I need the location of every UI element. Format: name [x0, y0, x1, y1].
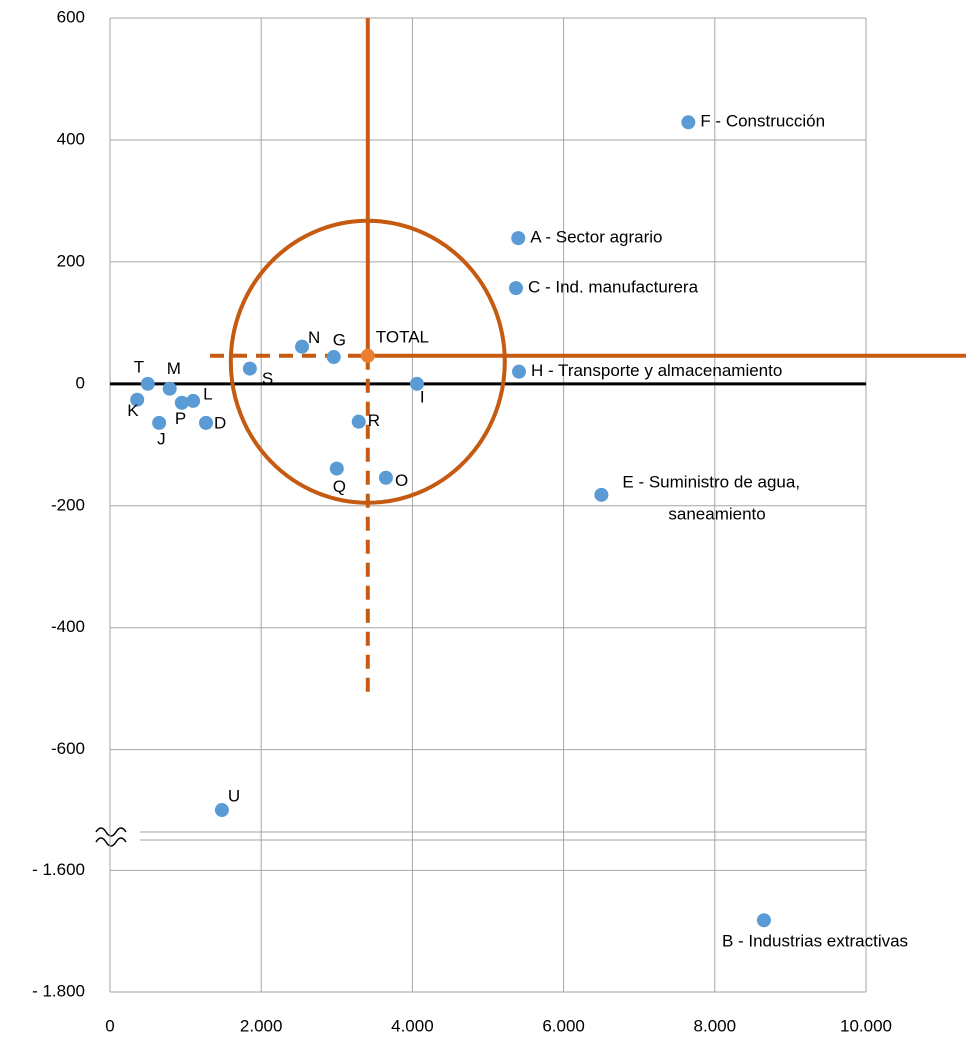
point-label: J [157, 429, 166, 448]
y-tick-label: 600 [57, 7, 85, 26]
data-point [295, 339, 310, 354]
point-label: R [368, 411, 380, 430]
data-point [162, 381, 177, 396]
data-point [511, 231, 526, 246]
x-tick-label: 0 [105, 1016, 114, 1035]
y-tick-label: - 1.600 [32, 860, 85, 879]
point-label: U [228, 787, 240, 806]
y-tick-label: - 1.800 [32, 981, 85, 1000]
point-label: G [333, 330, 346, 349]
data-point [326, 350, 341, 365]
x-tick-label: 10.000 [840, 1016, 892, 1035]
point-label: I [420, 387, 425, 406]
point-label: E - Suministro de agua, [622, 472, 800, 491]
reference-circle [228, 218, 507, 505]
x-tick-label: 6.000 [542, 1016, 585, 1035]
break-wave [95, 827, 127, 837]
data-point [511, 364, 526, 379]
data-point [214, 803, 229, 818]
data-point [681, 115, 696, 130]
data-point [242, 361, 257, 376]
point-label: TOTAL [376, 327, 429, 346]
grid [109, 17, 867, 993]
y-tick-label: -600 [51, 739, 85, 758]
point-label: saneamiento [668, 504, 765, 523]
point-label: A - Sector agrario [530, 228, 662, 247]
data-point [140, 376, 155, 391]
data-point [409, 376, 424, 391]
x-tick-label: 8.000 [694, 1016, 737, 1035]
x-tick-label: 4.000 [391, 1016, 434, 1035]
point-label: H - Transporte y almacenamiento [531, 361, 782, 380]
data-point [199, 415, 214, 430]
data-point [130, 392, 145, 407]
y-tick-label: 400 [57, 129, 85, 148]
data-point [186, 393, 201, 408]
point-label: Q [333, 477, 346, 496]
point-label: L [203, 384, 212, 403]
y-tick-label: 200 [57, 251, 85, 270]
y-tick-label: -400 [51, 617, 85, 636]
y-tick-label: 0 [76, 373, 85, 392]
data-point [329, 461, 344, 476]
point-label: K [127, 401, 139, 420]
break-wave [95, 837, 127, 847]
data-point [152, 415, 167, 430]
data-point [360, 348, 375, 363]
point-label: B - Industrias extractivas [722, 932, 908, 951]
data-point [174, 395, 189, 410]
x-tick-label: 2.000 [240, 1016, 283, 1035]
data-point [351, 414, 366, 429]
point-label: T [134, 357, 144, 376]
point-label: C - Ind. manufacturera [528, 278, 699, 297]
point-label: O [395, 471, 408, 490]
y-tick-label: -200 [51, 495, 85, 514]
point-label: S [262, 369, 273, 388]
point-label: F - Construcción [700, 112, 825, 131]
data-point [378, 470, 393, 485]
data-point [594, 487, 609, 502]
data-point [508, 281, 523, 296]
data-point [756, 913, 771, 928]
point-label: N [308, 328, 320, 347]
point-label: D [214, 413, 226, 432]
point-label: M [167, 359, 181, 378]
point-label: P [175, 409, 186, 428]
axis-break-symbol [95, 827, 127, 847]
